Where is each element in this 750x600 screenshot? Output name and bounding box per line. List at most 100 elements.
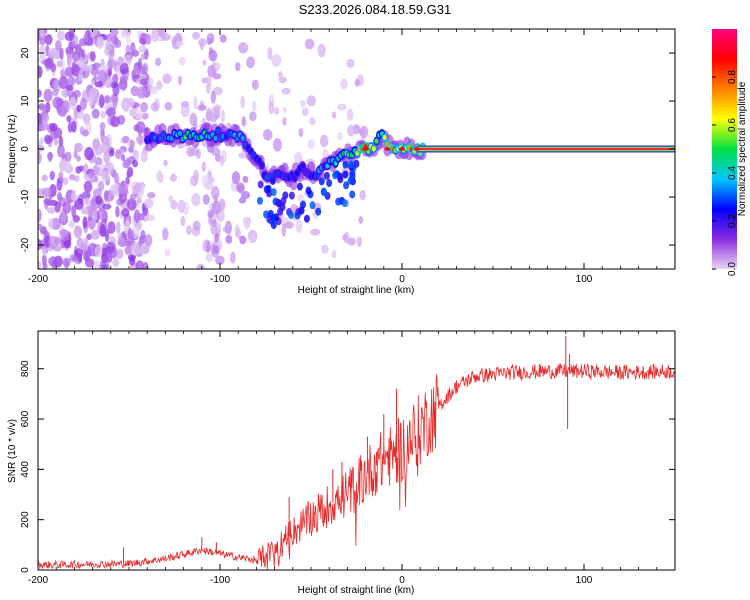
noise-blob <box>214 255 225 265</box>
colorbar-ticks: 0.0 0.2 0.4 0.6 0.8 <box>712 70 738 276</box>
ridge-blob-core <box>300 163 305 169</box>
noise-blob <box>121 208 130 217</box>
noise-blob <box>53 138 59 146</box>
noise-blob <box>310 228 321 236</box>
snr-frame <box>37 330 676 571</box>
x-tick-label: 100 <box>576 274 593 285</box>
noise-blob <box>82 237 89 252</box>
side-lobe <box>321 188 328 197</box>
noise-blob <box>84 258 95 268</box>
noise-blob <box>103 151 111 164</box>
noise-blob <box>149 86 159 95</box>
side-lobe <box>323 171 330 180</box>
figure-title: S233.2026.084.18.59.G31 <box>299 2 452 17</box>
noise-blob <box>104 39 113 52</box>
noise-blob <box>146 214 155 222</box>
noise-blob <box>346 124 356 137</box>
noise-blob <box>346 108 354 121</box>
noise-blob <box>76 104 81 113</box>
noise-blob <box>136 197 142 204</box>
noise-blob <box>186 225 192 235</box>
noise-blob <box>271 53 282 68</box>
noise-blob <box>212 200 221 215</box>
noise-blob <box>66 115 72 123</box>
noise-blob <box>206 33 215 43</box>
noise-blob <box>129 139 135 149</box>
noise-blob <box>117 56 125 64</box>
noise-blob <box>55 40 62 51</box>
noise-blob <box>241 116 246 127</box>
noise-blob <box>43 198 52 205</box>
ridge-blob-core <box>382 134 387 140</box>
noise-blob <box>163 159 168 167</box>
noise-blob <box>119 62 129 75</box>
noise-blob <box>213 62 221 71</box>
colorbar-tick-label: 0.8 <box>727 70 738 84</box>
noise-blob <box>139 78 150 86</box>
ridge-blob-core <box>259 162 264 168</box>
noise-blob <box>205 240 211 254</box>
noise-blob <box>64 151 72 162</box>
noise-blob <box>180 215 186 227</box>
noise-blob <box>212 86 223 96</box>
noise-blob <box>147 78 154 85</box>
noise-blob <box>94 157 103 166</box>
noise-blob <box>93 175 99 183</box>
side-lobe <box>257 180 264 189</box>
noise-blob <box>156 169 163 182</box>
noise-blob <box>213 104 222 111</box>
noise-blob <box>45 101 51 113</box>
noise-blob <box>106 58 114 70</box>
noise-blob <box>273 106 280 116</box>
side-lobe <box>342 170 349 179</box>
noise-blob <box>215 222 222 237</box>
noise-blob <box>236 182 245 194</box>
noise-blob <box>298 127 304 138</box>
noise-blob <box>238 152 248 159</box>
side-lobe <box>303 214 310 223</box>
noise-blob <box>78 69 84 82</box>
noise-blob <box>267 46 273 61</box>
noise-blob <box>346 58 355 69</box>
side-lobe <box>343 181 350 190</box>
ridge-blob-core <box>270 177 275 184</box>
noise-blob <box>83 180 93 193</box>
noise-blob <box>112 102 117 110</box>
noise-blob <box>239 235 247 245</box>
noise-blob <box>129 255 135 263</box>
noise-blob <box>48 235 58 250</box>
noise-blob <box>89 51 96 63</box>
noise-blob <box>113 172 120 184</box>
noise-blob <box>73 225 83 239</box>
noise-blob <box>38 208 42 223</box>
noise-blob <box>180 100 190 108</box>
noise-blob <box>117 236 126 247</box>
noise-blob <box>88 87 99 101</box>
noise-blob <box>105 109 114 117</box>
noise-blob <box>137 85 147 98</box>
side-lobe <box>270 188 277 197</box>
noise-blob <box>211 147 221 157</box>
ridge-blob-core <box>292 175 297 181</box>
noise-blob <box>214 233 220 244</box>
noise-blob <box>331 250 337 259</box>
noise-blob <box>44 33 53 46</box>
noise-blob <box>115 64 121 77</box>
noise-blob <box>38 112 43 126</box>
noise-blob <box>129 229 135 240</box>
side-lobe <box>342 160 349 169</box>
noise-blob <box>210 223 218 236</box>
noise-blob <box>41 248 47 258</box>
noise-blob <box>62 177 69 186</box>
noise-blob <box>178 56 186 66</box>
noise-blob <box>125 219 130 232</box>
noise-blob <box>59 47 64 60</box>
noise-blob <box>170 173 177 182</box>
noise-blob <box>43 113 50 122</box>
noise-blob <box>207 209 215 218</box>
noise-blob <box>281 223 287 237</box>
noise-blob <box>42 187 52 198</box>
noise-blob <box>72 89 81 98</box>
